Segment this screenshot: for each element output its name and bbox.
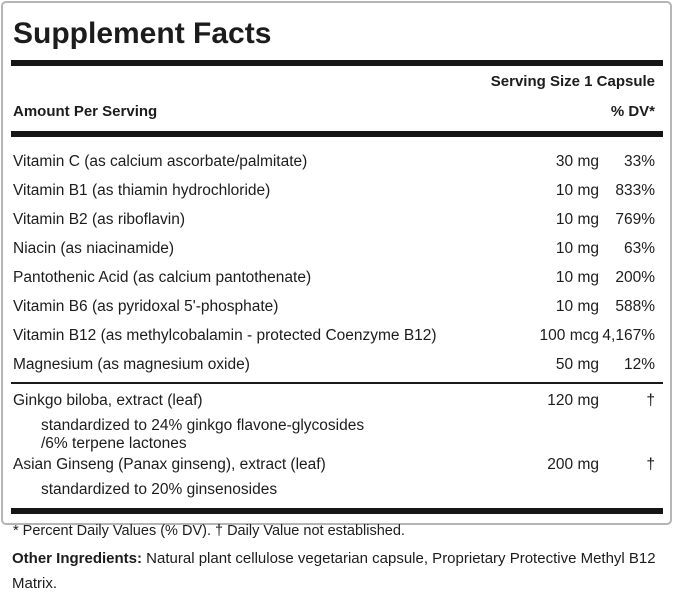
nutrient-name: Vitamin B1 (as thiamin hydrochloride) xyxy=(13,182,271,199)
nutrient-amount: 100 mcg xyxy=(539,327,599,344)
table-row: Vitamin B12 (as methylcobalamin - protec… xyxy=(11,321,663,350)
nutrient-amount: 200 mg xyxy=(547,456,599,473)
table-row: Pantothenic Acid (as calcium pantothenat… xyxy=(11,263,663,292)
standardization-note: standardized to 20% ginsenosides xyxy=(11,474,663,500)
dv-footnote: * Percent Daily Values (% DV). † Daily V… xyxy=(13,523,405,539)
nutrient-name: Asian Ginseng (Panax ginseng), extract (… xyxy=(13,456,326,473)
nutrient-amount: 50 mg xyxy=(555,356,599,373)
nutrient-name: Vitamin B6 (as pyridoxal 5'-phosphate) xyxy=(13,298,279,315)
herbal-rows: Ginkgo biloba, extract (leaf) 120 mg † s… xyxy=(11,384,663,500)
nutrient-rows: Vitamin C (as calcium ascorbate/palmitat… xyxy=(11,147,663,379)
other-ingredients-label: Other Ingredients: xyxy=(12,550,143,567)
nutrient-dv: 769% xyxy=(615,211,655,228)
nutrient-dv: † xyxy=(646,392,655,409)
thick-rule-bottom xyxy=(11,508,663,514)
nutrient-name: Magnesium (as magnesium oxide) xyxy=(13,356,250,373)
thick-rule-header xyxy=(11,131,663,137)
nutrient-name: Niacin (as niacinamide) xyxy=(13,240,175,257)
nutrient-amount: 10 mg xyxy=(555,298,599,315)
nutrient-dv: 63% xyxy=(623,240,655,257)
serving-size: Serving Size 1 Capsule xyxy=(490,73,655,90)
table-row: Vitamin C (as calcium ascorbate/palmitat… xyxy=(11,147,663,176)
standardization-line: standardized to 24% ginkgo flavone-glyco… xyxy=(41,417,365,434)
table-row: Magnesium (as magnesium oxide) 50 mg 12% xyxy=(11,350,663,379)
nutrient-name: Vitamin B2 (as riboflavin) xyxy=(13,211,186,228)
table-row: Vitamin B1 (as thiamin hydrochloride) 10… xyxy=(11,176,663,205)
nutrient-amount: 120 mg xyxy=(547,392,599,409)
table-row: Asian Ginseng (Panax ginseng), extract (… xyxy=(11,454,663,474)
nutrient-dv: † xyxy=(646,456,655,473)
nutrient-dv: 12% xyxy=(623,356,655,373)
supplement-facts-panel: Supplement Facts Serving Size 1 Capsule … xyxy=(1,1,672,539)
nutrient-name: Ginkgo biloba, extract (leaf) xyxy=(13,392,203,409)
other-ingredients: Other Ingredients: Natural plant cellulo… xyxy=(12,546,664,596)
nutrient-amount: 10 mg xyxy=(555,269,599,286)
amount-per-serving-header: Amount Per Serving xyxy=(13,103,158,120)
nutrient-name: Pantothenic Acid (as calcium pantothenat… xyxy=(13,269,312,286)
thin-rule-herbal xyxy=(11,382,663,384)
standardization-line: standardized to 20% ginsenosides xyxy=(41,481,278,498)
nutrient-amount: 10 mg xyxy=(555,240,599,257)
column-header-row: Amount Per Serving % DV* xyxy=(11,91,663,131)
nutrient-amount: 10 mg xyxy=(555,211,599,228)
table-row: Niacin (as niacinamide) 10 mg 63% xyxy=(11,234,663,263)
nutrient-name: Vitamin B12 (as methylcobalamin - protec… xyxy=(13,327,437,344)
table-row: Vitamin B2 (as riboflavin) 10 mg 769% xyxy=(11,205,663,234)
nutrient-dv: 200% xyxy=(615,269,655,286)
nutrient-dv: 588% xyxy=(615,298,655,315)
nutrient-amount: 30 mg xyxy=(555,153,599,170)
nutrient-amount: 10 mg xyxy=(555,182,599,199)
thick-rule-top xyxy=(11,60,663,66)
nutrient-dv: 4,167% xyxy=(602,327,655,344)
table-row: Vitamin B6 (as pyridoxal 5'-phosphate) 1… xyxy=(11,292,663,321)
nutrient-dv: 833% xyxy=(615,182,655,199)
panel-title: Supplement Facts xyxy=(13,17,272,50)
standardization-line: /6% terpene lactones xyxy=(41,435,187,452)
nutrient-name: Vitamin C (as calcium ascorbate/palmitat… xyxy=(13,153,308,170)
table-row: Ginkgo biloba, extract (leaf) 120 mg † xyxy=(11,384,663,410)
standardization-note: standardized to 24% ginkgo flavone-glyco… xyxy=(11,410,663,454)
percent-dv-header: % DV* xyxy=(610,103,655,120)
nutrient-dv: 33% xyxy=(623,153,655,170)
